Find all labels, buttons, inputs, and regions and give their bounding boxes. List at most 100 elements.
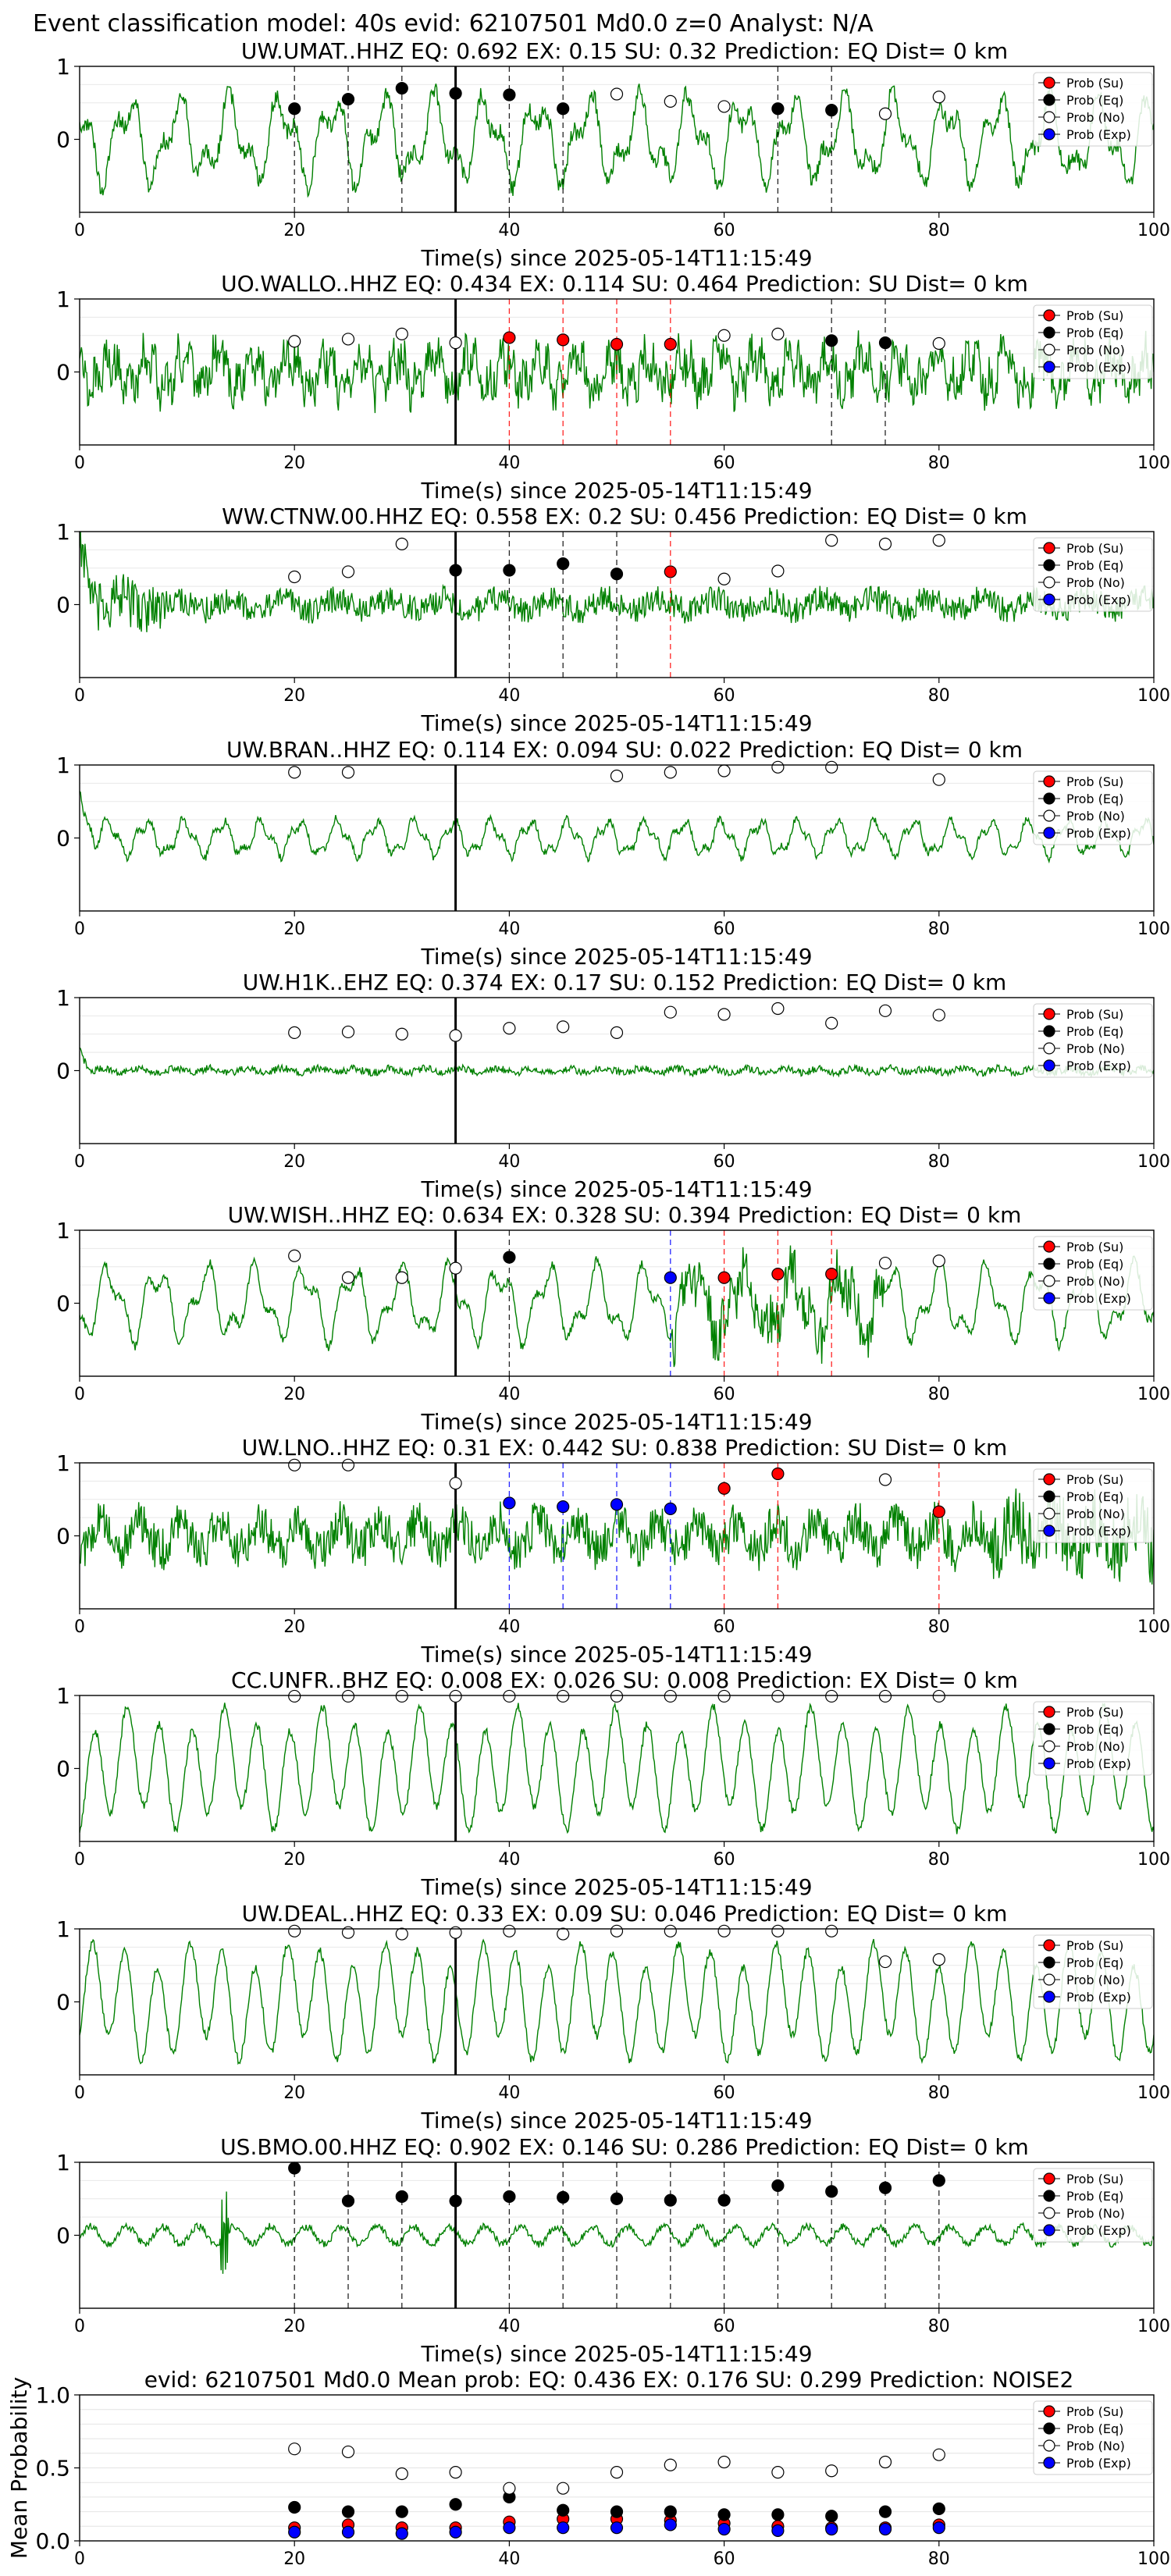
legend-marker-eq	[1043, 2422, 1055, 2435]
prob-marker-eq	[449, 87, 462, 100]
legend-marker-no	[1043, 576, 1055, 589]
legend-label-su: Prob (Su)	[1066, 308, 1123, 323]
waveform-group	[80, 1938, 1154, 2065]
legend-label-no: Prob (No)	[1066, 1973, 1125, 1987]
legend-marker-eq	[1043, 1723, 1055, 1735]
x-tick-label: 20	[283, 2317, 305, 2336]
legend-label-su: Prob (Su)	[1066, 2172, 1123, 2186]
prob-marker-no	[503, 1689, 516, 1703]
mean-marker-no	[449, 2466, 462, 2479]
prob-marker-exp	[610, 1498, 624, 1511]
prob-marker-eq	[395, 81, 408, 95]
prob-marker-no	[717, 572, 731, 585]
prob-marker-eq	[503, 2190, 516, 2204]
legend-marker-exp	[1043, 361, 1055, 373]
x-tick-label: 60	[714, 2317, 735, 2336]
prob-marker-eq	[610, 2192, 624, 2205]
prob-marker-no	[503, 1022, 516, 1035]
mean-marker-exp	[825, 2522, 838, 2536]
panel-2: UO.WALLO..HHZ EQ: 0.434 EX: 0.114 SU: 0.…	[56, 271, 1170, 503]
y-tick-label: 1	[56, 2150, 70, 2176]
legend-marker-no	[1043, 111, 1055, 123]
legend-marker-exp	[1043, 1991, 1055, 2003]
x-tick-label: 40	[498, 920, 520, 939]
mean-marker-eq	[825, 2510, 838, 2523]
x-tick-label: 20	[283, 2083, 305, 2103]
prob-marker-no	[664, 1005, 677, 1019]
x-tick-label: 100	[1137, 2083, 1170, 2103]
legend-label-no: Prob (No)	[1066, 1274, 1125, 1289]
legend-label-no: Prob (No)	[1066, 575, 1125, 590]
x-axis-label: Time(s) since 2025-05-14T11:15:49	[420, 1409, 812, 1435]
prob-marker-no	[932, 1953, 945, 1966]
x-tick-label: 0	[74, 2083, 85, 2103]
mean-marker-eq	[664, 2505, 677, 2518]
y-tick-label: 0	[56, 1756, 70, 1782]
mean-marker-no	[503, 2482, 516, 2495]
legend-marker-eq	[1043, 1025, 1055, 1037]
legend-marker-su	[1043, 1473, 1055, 1485]
mean-marker-exp	[341, 2525, 355, 2539]
legend-marker-no	[1043, 1275, 1055, 1287]
y-tick-label: 0	[56, 1291, 70, 1317]
prob-marker-exp	[664, 1502, 677, 1516]
legend-marker-eq	[1043, 1956, 1055, 1969]
mean-marker-no	[341, 2445, 355, 2459]
legend-box	[1033, 72, 1153, 147]
legend-marker-no	[1043, 2439, 1055, 2452]
y-tick-label: 1.0	[35, 2382, 70, 2408]
panel-6: UW.WISH..HHZ EQ: 0.634 EX: 0.328 SU: 0.3…	[56, 1202, 1170, 1435]
x-tick-label: 100	[1137, 454, 1170, 473]
x-tick-label: 80	[928, 2317, 950, 2336]
legend-box	[1033, 1236, 1153, 1311]
legend-label-eq: Prob (Eq)	[1066, 1257, 1123, 1272]
prob-marker-eq	[557, 557, 570, 571]
legend-label-su: Prob (Su)	[1066, 1472, 1123, 1487]
prob-marker-no	[395, 1927, 408, 1941]
x-tick-label: 0	[74, 2317, 85, 2336]
x-tick-label: 60	[714, 2549, 735, 2569]
prob-marker-no	[771, 1924, 785, 1937]
waveform-group	[80, 1047, 1154, 1078]
x-tick-label: 20	[283, 221, 305, 240]
x-tick-label: 60	[714, 454, 735, 473]
prob-marker-su	[610, 337, 624, 351]
y-tick-label: 0	[56, 1524, 70, 1550]
prob-marker-no	[825, 1016, 838, 1030]
prob-marker-no	[557, 1927, 570, 1941]
prob-marker-no	[449, 1689, 462, 1703]
panel-title: UW.LNO..HHZ EQ: 0.31 EX: 0.442 SU: 0.838…	[242, 1435, 1008, 1461]
y-tick-label: 1	[56, 286, 70, 312]
legend-label-no: Prob (No)	[1066, 110, 1125, 125]
x-tick-label: 80	[928, 1850, 950, 1870]
prob-marker-no	[288, 570, 301, 584]
legend-label-eq: Prob (Eq)	[1066, 1722, 1123, 1737]
legend-label-eq: Prob (Eq)	[1066, 1024, 1123, 1039]
prob-marker-no	[503, 1924, 516, 1937]
x-axis-label: Time(s) since 2025-05-14T11:15:49	[420, 2108, 812, 2133]
y-tick-label: 1	[56, 1683, 70, 1709]
prob-marker-no	[771, 564, 785, 578]
prob-marker-no	[664, 1689, 677, 1703]
panel-3: WW.CTNW.00.HHZ EQ: 0.558 EX: 0.2 SU: 0.4…	[56, 503, 1170, 736]
x-tick-label: 80	[928, 2549, 950, 2569]
legend-label-exp: Prob (Exp)	[1066, 826, 1131, 841]
prob-marker-no	[449, 1029, 462, 1042]
waveform-group	[80, 2191, 1154, 2274]
prob-marker-no	[341, 1689, 355, 1703]
legend-box	[1033, 537, 1153, 612]
x-tick-label: 100	[1137, 221, 1170, 240]
prob-marker-eq	[503, 564, 516, 577]
mean-marker-no	[664, 2458, 677, 2471]
legend-marker-exp	[1043, 2224, 1055, 2236]
y-tick-label: 0	[56, 1990, 70, 2016]
mean-marker-no	[771, 2466, 785, 2479]
panel-7: UW.LNO..HHZ EQ: 0.31 EX: 0.442 SU: 0.838…	[56, 1435, 1170, 1667]
legend-label-exp: Prob (Exp)	[1066, 1990, 1131, 2005]
legend-box	[1033, 1934, 1153, 2009]
legend-label-exp: Prob (Exp)	[1066, 1059, 1131, 1073]
y-tick-label: 0	[56, 2223, 70, 2249]
legend-marker-su	[1043, 1008, 1055, 1020]
mean-marker-no	[395, 2467, 408, 2481]
panel-10: US.BMO.00.HHZ EQ: 0.902 EX: 0.146 SU: 0.…	[56, 2134, 1170, 2367]
